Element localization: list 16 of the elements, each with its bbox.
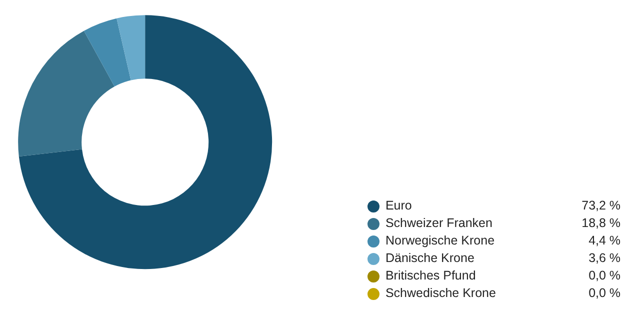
legend-label: Schweizer Franken	[382, 216, 492, 230]
data-label: 73,2 %	[582, 198, 621, 213]
donut-slice	[18, 30, 114, 156]
data-label: 3,6 %	[588, 251, 621, 266]
legend-label: Euro	[382, 198, 412, 213]
donut-slice	[84, 18, 131, 86]
data-label: 18,8 %	[582, 216, 621, 230]
text: 0,0 %	[588, 268, 621, 283]
donut-slice	[116, 15, 146, 80]
legend-label: Schwedische Krone	[382, 286, 496, 300]
text: 0,0 %	[588, 286, 621, 300]
legend-label: Britisches Pfund	[382, 268, 476, 283]
donut-slice	[18, 15, 272, 269]
legend-label: Dänische Krone	[382, 251, 474, 266]
data-label: 4,4 %	[588, 234, 621, 248]
legend-label: Norwegische Krone	[382, 234, 495, 248]
